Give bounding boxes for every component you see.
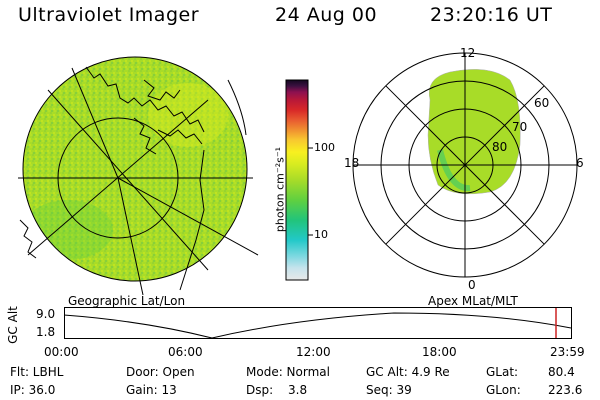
time-label: 23:20:16 UT	[430, 4, 553, 26]
status-glon: GLon:	[486, 383, 521, 397]
status-seq: Seq: 39	[366, 383, 412, 397]
alt-y-tick-9: 9.0	[36, 307, 56, 321]
status-dsp: Dsp:	[246, 383, 274, 397]
mlat-label-70: 70	[512, 120, 528, 134]
mlat-label-60: 60	[534, 96, 550, 110]
orbit-altitude-plot	[63, 307, 572, 339]
mlt-label-12: 12	[460, 46, 476, 60]
earth-disk-image	[23, 57, 247, 281]
auroral-oval	[427, 69, 521, 195]
mlat-label-80: 80	[492, 140, 508, 154]
date-label: 24 Aug 00	[275, 4, 378, 26]
status-ip: IP: 36.0	[10, 383, 56, 397]
status-glat: GLat:	[486, 365, 519, 379]
alt-x-tick-0600: 06:00	[168, 345, 203, 359]
geographic-image-panel	[18, 56, 259, 296]
polar-mlat-mlt-panel	[352, 52, 578, 278]
colorbar-unit-label: photon cm⁻²s⁻¹	[273, 146, 287, 233]
status-dsp-value: 3.8	[288, 383, 308, 397]
mlt-label-18: 18	[344, 156, 360, 170]
status-filter: Flt: LBHL	[10, 365, 64, 379]
colorbar	[285, 79, 313, 281]
status-mode: Mode: Normal	[246, 365, 330, 379]
polar-panel-label: Apex MLat/MLT	[428, 294, 518, 308]
status-door: Door: Open	[126, 365, 195, 379]
colorbar-tick-10: 10	[314, 228, 328, 241]
status-gain: Gain: 13	[126, 383, 177, 397]
geo-panel-label: Geographic Lat/Lon	[68, 294, 186, 308]
coastline-overlay	[19, 66, 247, 291]
instrument-title: Ultraviolet Imager	[18, 4, 200, 26]
alt-y-tick-1-8: 1.8	[36, 325, 56, 339]
status-gc-alt: GC Alt: 4.9 Re	[366, 365, 450, 379]
lat-lon-grid	[18, 56, 259, 296]
mlt-label-0: 0	[468, 278, 476, 292]
colorbar-tick-100: 100	[314, 141, 335, 154]
mlt-label-6: 6	[576, 156, 584, 170]
status-glon-value: 223.6	[548, 383, 583, 397]
alt-x-tick-1800: 18:00	[422, 345, 457, 359]
alt-x-tick-0000: 00:00	[44, 345, 79, 359]
alt-axis-title: GC Alt	[5, 306, 20, 344]
alt-x-tick-2359: 23:59	[550, 345, 585, 359]
alt-x-tick-1200: 12:00	[296, 345, 331, 359]
status-glat-value: 80.4	[548, 365, 575, 379]
